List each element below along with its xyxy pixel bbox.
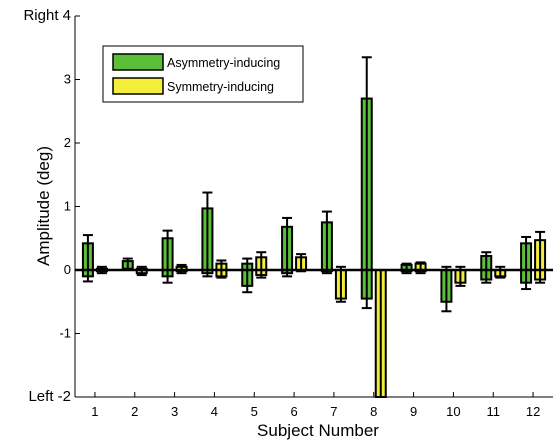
bars-layer <box>81 97 547 398</box>
x-axis-title: Subject Number <box>257 421 379 440</box>
x-tick-label-6: 6 <box>290 404 297 419</box>
y-tick-label-4: Right 4 <box>23 7 71 24</box>
y-tick-label--2: Left -2 <box>28 388 71 405</box>
legend-swatch-sym <box>112 77 164 95</box>
legend: Asymmetry-inducing Symmetry-inducing <box>102 45 304 103</box>
error-bars-layer <box>82 56 546 398</box>
x-tick-label-4: 4 <box>211 404 218 419</box>
x-tick-label-12: 12 <box>526 404 540 419</box>
legend-label-asym: Asymmetry-inducing <box>167 56 280 70</box>
y-tick-label-0: 0 <box>64 262 71 277</box>
x-tick-label-3: 3 <box>171 404 178 419</box>
legend-label-sym: Symmetry-inducing <box>167 80 274 94</box>
y-tick-label-1: 1 <box>64 199 71 214</box>
x-tick-label-9: 9 <box>410 404 417 419</box>
x-tick-label-11: 11 <box>487 404 501 419</box>
x-tick-label-2: 2 <box>131 404 138 419</box>
x-tick-label-7: 7 <box>330 404 337 419</box>
y-tick-label-2: 2 <box>64 135 71 150</box>
x-tick-label-1: 1 <box>91 404 98 419</box>
y-axis-title: Amplitude (deg) <box>34 146 53 266</box>
x-tick-label-5: 5 <box>251 404 258 419</box>
x-tick-label-8: 8 <box>370 404 377 419</box>
y-tick-label-3: 3 <box>64 72 71 87</box>
x-tick-label-10: 10 <box>446 404 460 419</box>
y-tick-label--1: -1 <box>59 326 71 341</box>
legend-swatch-asym <box>112 53 164 71</box>
axes <box>74 15 553 398</box>
